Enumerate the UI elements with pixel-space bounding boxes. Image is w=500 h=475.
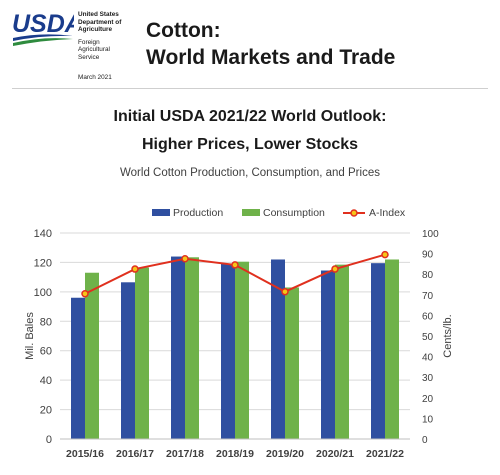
release-date: March 2021 [78,74,112,81]
bar-consumption [335,264,349,439]
legend-swatch-production [152,209,170,216]
legend-label-a-index: A-Index [369,207,406,219]
bar-production [271,259,285,439]
a-index-point [231,261,239,269]
y-tick-label: 60 [40,346,52,358]
y2-tick-label: 100 [422,229,439,240]
agency-line: Service [78,53,100,61]
y2-tick-label: 0 [422,435,428,446]
a-index-point [81,290,89,298]
bar-production [221,263,235,439]
y2-tick-label: 70 [422,291,434,302]
legend-marker-a-index [350,209,358,217]
report-title-line: World Markets and Trade [146,46,396,69]
y2-tick-label: 60 [422,311,434,322]
agency-line: Department of [78,18,122,26]
x-tick-label: 2019/20 [266,448,304,460]
y2-axis-label: Cents/lb. [442,314,454,357]
report-title-line: Cotton: [146,19,221,42]
agency-line: Agricultural [78,46,110,54]
y-tick-label: 0 [46,434,52,446]
y-tick-label: 40 [40,375,52,387]
a-index-point [331,265,339,273]
chart: 0 20 40 60 80 100 120 140 0 10 20 30 40 50 60 70 80 90 100… [24,207,454,460]
y-tick-label: 140 [34,228,52,240]
y2-tick-label: 50 [422,332,434,343]
y-axis-label: Mil. Bales [24,312,36,360]
x-tick-label: 2018/19 [216,448,254,460]
x-tick-label: 2020/21 [316,448,354,460]
bar-consumption [285,287,299,439]
usda-logo: USDA [12,10,74,46]
bar-production [371,263,385,439]
legend-label-consumption: Consumption [263,207,325,219]
report-title: Cotton: World Markets and Trade [146,17,395,71]
bar-consumption [85,272,99,439]
logo-swoosh-blue [13,34,73,41]
chart-title: World Cotton Production, Consumption, an… [120,167,380,179]
x-tick-label: 2017/18 [166,448,204,460]
agency-line: Agriculture [78,26,113,34]
y2-tick-label: 40 [422,353,434,364]
a-index-point [131,265,139,273]
y2-tick-label: 80 [422,270,434,281]
y-tick-label: 120 [34,257,52,269]
legend-swatch-consumption [242,209,260,216]
logo-swoosh-green [13,38,73,46]
agency-line: United States [78,11,119,18]
usda-logo-text: USDA [12,10,74,38]
y2-tick-label: 90 [422,250,434,261]
x-tick-label: 2016/17 [116,448,154,460]
y2-tick-label: 10 [422,414,434,425]
x-tick-label: 2021/22 [366,448,404,460]
y-tick-label: 100 [34,287,52,299]
bar-production [321,270,335,439]
bar-production [171,256,185,439]
agency-name: United States Department of Agriculture … [78,11,121,62]
a-index-point [181,255,189,263]
bar-production [71,297,85,439]
a-index-point [281,287,289,296]
legend-label-production: Production [173,207,223,219]
x-tick-label: 2015/16 [66,448,104,460]
header-divider [12,88,488,89]
bar-consumption [385,259,399,439]
y2-tick-label: 20 [422,394,434,405]
a-index-point [381,250,389,259]
bar-consumption [135,267,149,439]
y2-tick-label: 30 [422,373,434,384]
bar-production [121,282,135,439]
y-tick-label: 80 [40,316,52,328]
headline-line2: Higher Prices, Lower Stocks [141,136,359,153]
bar-consumption [185,257,199,439]
agency-line: Foreign [78,38,100,46]
y-tick-label: 20 [40,405,52,417]
headline-line1: Initial USDA 2021/22 World Outlook: [113,108,387,125]
bar-consumption [235,261,249,439]
